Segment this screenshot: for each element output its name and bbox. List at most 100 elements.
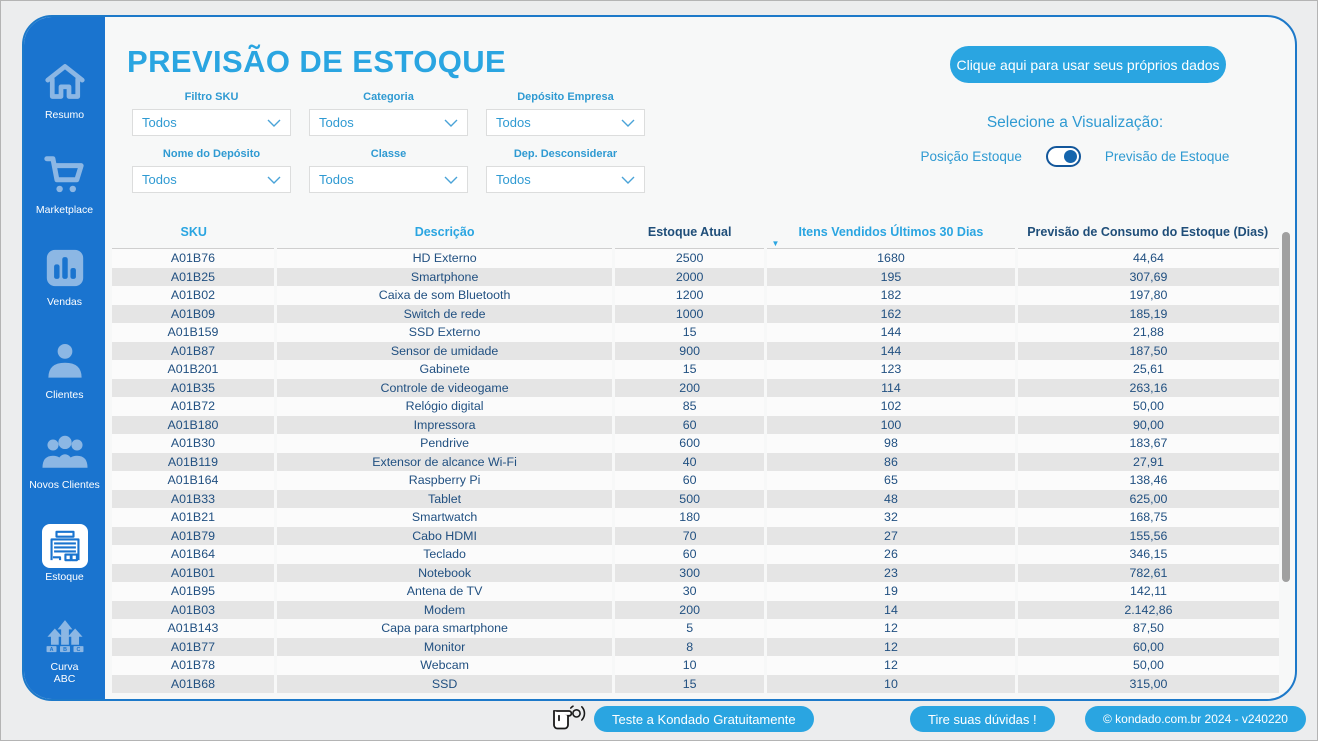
table-row[interactable]: A01B25 Smartphone 2000 195 307,69 — [112, 267, 1279, 286]
free-trial-button[interactable]: Teste a Kondado Gratuitamente — [594, 706, 814, 732]
table-cell: 15 — [612, 360, 766, 379]
visualization-toggle[interactable] — [1045, 146, 1081, 167]
table-cell: 600 — [612, 434, 766, 453]
table-row[interactable]: A01B21 Smartwatch 180 32 168,75 — [112, 508, 1279, 527]
table-row[interactable]: A01B87 Sensor de umidade 900 144 187,50 — [112, 341, 1279, 360]
table-row[interactable]: A01B180 Impressora 60 100 90,00 — [112, 415, 1279, 434]
table-cell: 187,50 — [1014, 341, 1279, 360]
table-cell: 263,16 — [1014, 378, 1279, 397]
filter-nome-deposito: Nome do Depósito Todos — [132, 148, 291, 193]
toggle-right-label: Previsão de Estoque — [1104, 149, 1230, 164]
table-row[interactable]: A01B79 Cabo HDMI 70 27 155,56 — [112, 526, 1279, 545]
table-cell: 1200 — [612, 286, 766, 305]
table-row[interactable]: A01B72 Relógio digital 85 102 50,00 — [112, 397, 1279, 416]
col-header-itens-vendidos[interactable]: Itens Vendidos Últimos 30 Dias ▼ — [765, 222, 1017, 249]
table-cell: 12 — [764, 656, 1017, 675]
copyright-version-button[interactable]: © kondado.com.br 2024 - v240220 — [1085, 706, 1306, 732]
table-cell: 114 — [764, 378, 1017, 397]
filter-label: Filtro SKU — [184, 91, 239, 103]
table-row[interactable]: A01B119 Extensor de alcance Wi-Fi 40 86 27,9… — [112, 452, 1279, 471]
table-row[interactable]: A01B68 SSD 15 10 315,00 — [112, 674, 1279, 693]
table-cell: Caixa de som Bluetooth — [273, 286, 614, 305]
filter-categoria-dropdown[interactable]: Todos — [309, 109, 468, 136]
sidebar-item-novos-clientes[interactable]: Novos Clientes — [29, 433, 100, 491]
col-header-descricao[interactable]: Descrição — [275, 222, 614, 249]
table-row[interactable]: A01B02 Caixa de som Bluetooth 1200 182 197,8… — [112, 286, 1279, 305]
sidebar-item-label: Novos Clientes — [29, 479, 100, 491]
table-cell: A01B79 — [170, 528, 215, 543]
filter-classe: Classe Todos — [309, 148, 468, 193]
sidebar-item-resumo[interactable]: Resumo — [43, 61, 87, 121]
svg-text:C: C — [76, 647, 80, 653]
table-cell: Switch de rede — [273, 304, 614, 323]
filter-sku: Filtro SKU Todos — [132, 91, 291, 136]
chevron-down-icon — [267, 114, 281, 132]
filter-dep-desconsiderar: Dep. Desconsiderar Todos — [486, 148, 645, 193]
sidebar-item-curva-abc[interactable]: A B C Curva ABC — [41, 615, 89, 685]
table-cell: 21,88 — [1014, 323, 1279, 342]
table-cell: 1000 — [612, 304, 766, 323]
filter-deposito-empresa-dropdown[interactable]: Todos — [486, 109, 645, 136]
filter-dep-desconsiderar-dropdown[interactable]: Todos — [486, 166, 645, 193]
table-row[interactable]: A01B143 Capa para smartphone 5 12 87,50 — [112, 619, 1279, 638]
people-icon — [41, 433, 89, 476]
filter-label: Classe — [370, 148, 407, 160]
table-cell: 65 — [764, 471, 1017, 490]
table-cell: A01B143 — [167, 621, 219, 636]
table-cell: 10 — [612, 656, 766, 675]
sidebar-item-estoque[interactable]: Estoque — [41, 523, 88, 583]
table-row[interactable]: A01B33 Tablet 500 48 625,00 — [112, 489, 1279, 508]
table-cell: Notebook — [273, 563, 614, 582]
table-cell: HD Externo — [273, 248, 614, 268]
table-cell: 50,00 — [1014, 656, 1279, 675]
table-row[interactable]: A01B64 Teclado 60 26 346,15 — [112, 545, 1279, 564]
table-cell: A01B87 — [170, 343, 215, 358]
filter-categoria: Categoria Todos — [309, 91, 468, 136]
table-cell: 144 — [764, 341, 1017, 360]
table-cell: 85 — [612, 397, 766, 416]
table-cell: 197,80 — [1014, 286, 1279, 305]
table-cell: 15 — [612, 674, 766, 693]
filters-panel: Filtro SKU Todos Categoria Todos Depósit… — [132, 91, 645, 193]
use-own-data-button[interactable]: Clique aqui para usar seus próprios dado… — [950, 46, 1226, 83]
questions-button[interactable]: Tire suas dúvidas ! — [910, 706, 1055, 732]
table-cell: 782,61 — [1014, 563, 1279, 582]
table-row[interactable]: A01B30 Pendrive 600 98 183,67 — [112, 434, 1279, 453]
table-row[interactable]: A01B03 Modem 200 14 2.142,86 — [112, 600, 1279, 619]
table-row[interactable]: A01B77 Monitor 8 12 60,00 — [112, 637, 1279, 656]
table-cell: 14 — [764, 600, 1017, 619]
table-row[interactable]: A01B78 Webcam 10 12 50,00 — [112, 656, 1279, 675]
table-row[interactable]: A01B01 Notebook 300 23 782,61 — [112, 563, 1279, 582]
filter-nome-deposito-dropdown[interactable]: Todos — [132, 166, 291, 193]
person-icon — [44, 341, 86, 386]
table-row[interactable]: A01B35 Controle de videogame 200 114 263,16 — [112, 378, 1279, 397]
dropdown-value: Todos — [319, 115, 354, 130]
filter-classe-dropdown[interactable]: Todos — [309, 166, 468, 193]
table-cell: 30 — [612, 582, 766, 601]
table-row[interactable]: A01B159 SSD Externo 15 144 21,88 — [112, 323, 1279, 342]
vertical-scrollbar[interactable] — [1282, 232, 1290, 582]
table-cell: A01B201 — [167, 362, 219, 377]
table-row[interactable]: A01B164 Raspberry Pi 60 65 138,46 — [112, 471, 1279, 490]
dropdown-value: Todos — [496, 172, 531, 187]
sidebar-item-vendas[interactable]: Vendas — [43, 248, 87, 308]
sidebar-item-marketplace[interactable]: Marketplace — [36, 154, 93, 216]
filter-sku-dropdown[interactable]: Todos — [132, 109, 291, 136]
table-row[interactable]: A01B95 Antena de TV 30 19 142,11 — [112, 582, 1279, 601]
sidebar-item-clientes[interactable]: Clientes — [44, 341, 86, 401]
table-row[interactable]: A01B201 Gabinete 15 123 25,61 — [112, 360, 1279, 379]
dropdown-value: Todos — [142, 115, 177, 130]
table-cell: Pendrive — [273, 434, 614, 453]
col-header-sku[interactable]: SKU — [112, 222, 276, 249]
sidebar-item-label: Clientes — [45, 388, 84, 401]
table-row[interactable]: A01B76 HD Externo 2500 1680 44,64 — [112, 248, 1279, 268]
table-cell: A01B119 — [167, 454, 218, 469]
home-icon — [43, 61, 87, 106]
bar-chart-icon — [43, 248, 87, 293]
table-row[interactable]: A01B09 Switch de rede 1000 162 185,19 — [112, 304, 1279, 323]
col-header-previsao-consumo[interactable]: Previsão de Consumo do Estoque (Dias) — [1016, 222, 1279, 249]
sidebar-item-label: Estoque — [45, 570, 84, 583]
col-header-estoque-atual[interactable]: Estoque Atual — [613, 222, 766, 249]
table-cell: Impressora — [273, 415, 614, 434]
table-cell: A01B180 — [167, 417, 219, 432]
